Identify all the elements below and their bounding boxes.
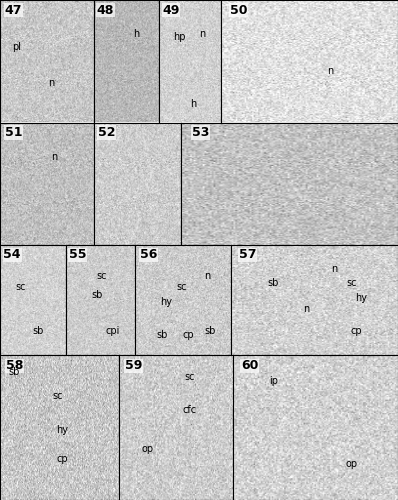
Text: n: n (204, 271, 210, 281)
Text: 52: 52 (98, 126, 115, 139)
Text: sb: sb (156, 330, 168, 340)
Text: n: n (303, 304, 309, 314)
Text: n: n (51, 152, 57, 162)
Text: n: n (199, 30, 205, 40)
Text: 56: 56 (140, 248, 158, 262)
Text: sc: sc (346, 278, 357, 288)
Text: hy: hy (160, 297, 172, 307)
Text: pl: pl (12, 42, 21, 51)
Text: 49: 49 (162, 4, 179, 16)
Text: sc: sc (185, 372, 195, 382)
Text: 51: 51 (5, 126, 22, 139)
Text: sc: sc (52, 390, 62, 400)
Text: op: op (346, 459, 358, 469)
Text: sb: sb (204, 326, 215, 336)
Text: sb: sb (91, 290, 103, 300)
Text: n: n (332, 264, 338, 274)
Text: 60: 60 (241, 360, 258, 372)
Text: n: n (328, 66, 334, 76)
Text: hy: hy (355, 293, 367, 303)
Text: 48: 48 (97, 4, 114, 16)
Text: cp: cp (56, 454, 68, 464)
Text: hy: hy (56, 426, 68, 436)
Text: cfc: cfc (183, 405, 197, 415)
Text: sb: sb (32, 326, 44, 336)
Text: cp: cp (182, 330, 194, 340)
Text: cpi: cpi (106, 326, 120, 336)
Text: sb: sb (267, 278, 278, 288)
Text: hp: hp (173, 32, 185, 42)
Text: 47: 47 (5, 4, 22, 16)
Text: sb: sb (9, 368, 20, 378)
Text: op: op (142, 444, 154, 454)
Text: 55: 55 (69, 248, 87, 262)
Text: 50: 50 (230, 4, 247, 16)
Text: 58: 58 (6, 360, 23, 372)
Text: sc: sc (16, 282, 26, 292)
Text: 59: 59 (125, 360, 142, 372)
Text: 53: 53 (192, 126, 209, 139)
Text: cp: cp (350, 326, 362, 336)
Text: n: n (48, 78, 55, 88)
Text: sc: sc (176, 282, 186, 292)
Text: ip: ip (269, 376, 279, 386)
Text: 57: 57 (239, 248, 257, 262)
Text: 54: 54 (3, 248, 21, 262)
Text: h: h (133, 30, 139, 40)
Text: sc: sc (97, 271, 107, 281)
Text: h: h (190, 99, 196, 109)
